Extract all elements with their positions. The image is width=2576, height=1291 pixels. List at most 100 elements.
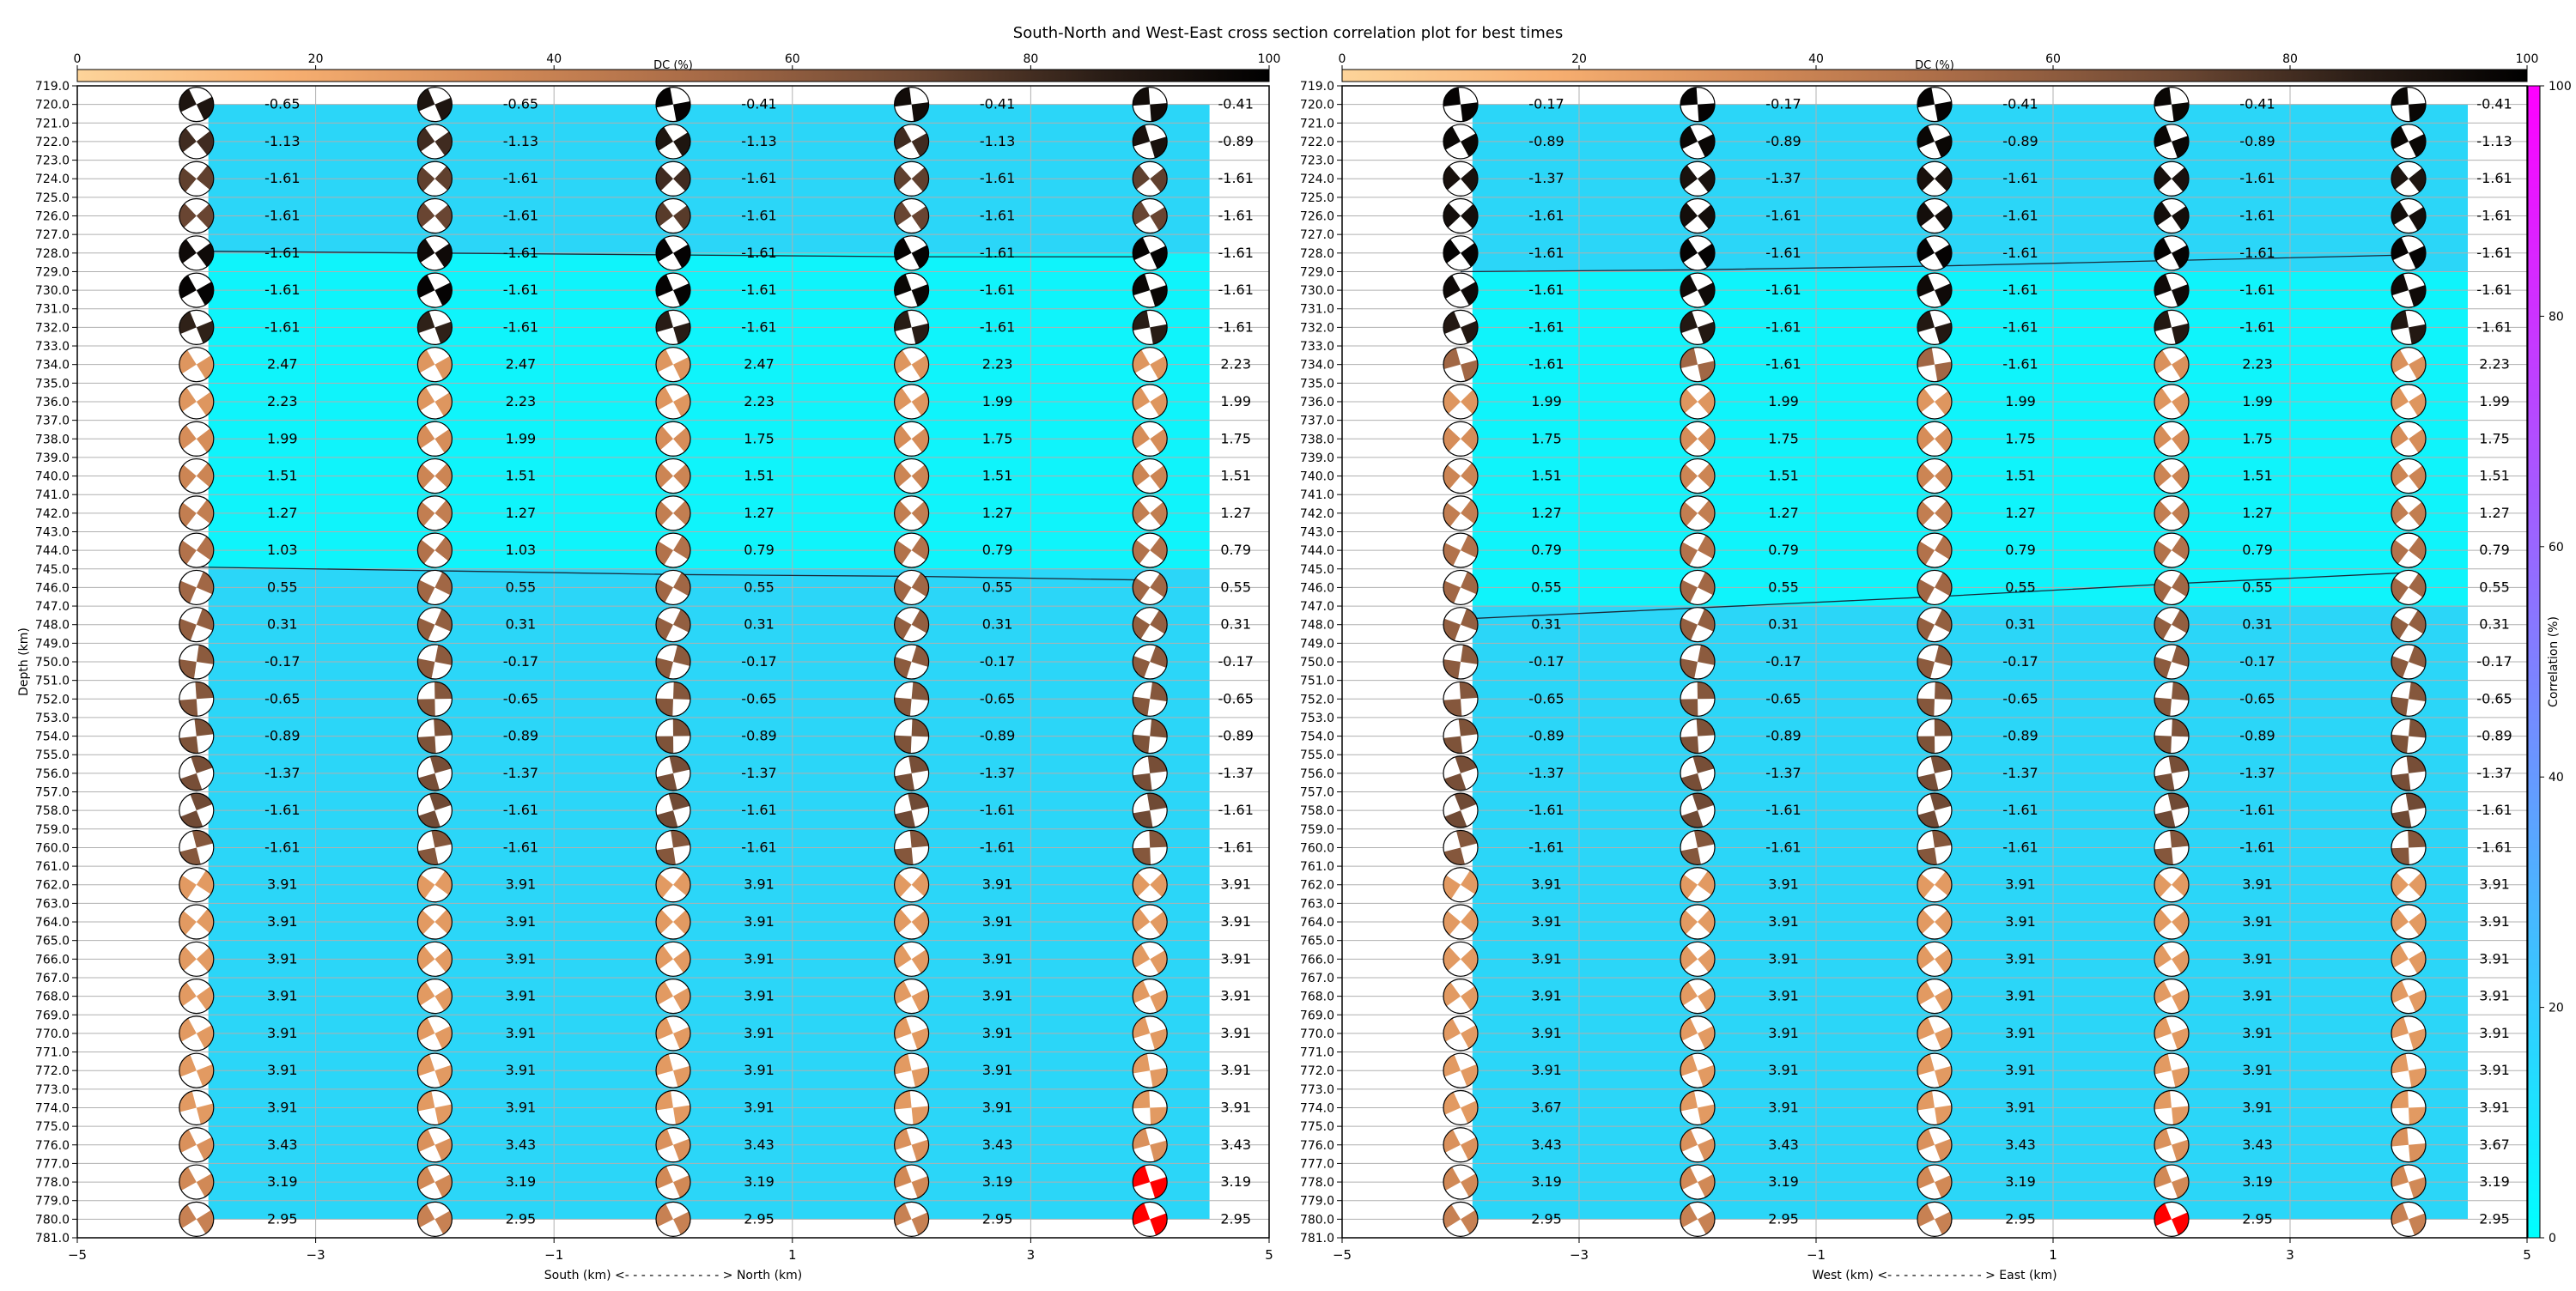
data-label: -0.17 — [1765, 96, 1801, 112]
beachball — [1443, 718, 1479, 755]
y-tick-label: 757.0 — [1300, 786, 1334, 800]
dc-colorbar-tick-label: 0 — [1339, 52, 1346, 66]
data-label: -1.61 — [1528, 839, 1564, 855]
beachball — [1680, 867, 1716, 903]
beachball — [2154, 421, 2190, 457]
data-label: 0.31 — [2242, 616, 2273, 633]
data-label: 2.47 — [506, 356, 537, 373]
beachball — [1443, 495, 1479, 531]
data-label: 1.27 — [1768, 505, 1799, 521]
beachball — [1680, 1201, 1716, 1237]
beachball — [2391, 644, 2427, 680]
data-label: 0.55 — [1768, 579, 1799, 595]
beachball — [2154, 1052, 2190, 1088]
data-label: -1.61 — [2476, 282, 2512, 298]
data-label: -1.37 — [1218, 765, 1253, 781]
beachball — [893, 309, 930, 345]
data-label: -1.61 — [741, 802, 776, 818]
data-label: -0.17 — [2239, 653, 2275, 670]
beachball — [893, 161, 930, 197]
beachball — [1917, 124, 1953, 160]
beachball — [416, 421, 453, 457]
data-label: -1.61 — [2002, 839, 2038, 855]
beachball — [179, 1164, 215, 1200]
beachball — [416, 718, 453, 755]
beachball — [1443, 904, 1479, 940]
beachball — [893, 272, 930, 308]
beachball — [1680, 124, 1716, 160]
data-label: -1.13 — [2476, 133, 2512, 149]
data-label: 0.31 — [1531, 616, 1562, 633]
beachball — [893, 718, 930, 755]
data-label: 3.91 — [744, 913, 775, 930]
beachball — [655, 197, 691, 234]
data-label: -0.89 — [741, 728, 776, 744]
beachball — [1132, 124, 1168, 160]
x-axis-label: South (km) <- - - - - - - - - - - - > No… — [544, 1269, 802, 1282]
beachball — [416, 161, 453, 197]
beachball — [1917, 458, 1953, 494]
beachball — [416, 495, 453, 531]
beachball — [2154, 458, 2190, 494]
data-label: -1.37 — [1528, 170, 1564, 186]
data-label: -0.17 — [503, 653, 538, 670]
data-label: 3.91 — [1531, 876, 1562, 893]
beachball — [416, 569, 453, 606]
data-label: -1.61 — [264, 170, 300, 186]
y-tick-label: 759.0 — [1300, 823, 1334, 837]
beachball — [655, 1201, 691, 1237]
beachball — [416, 681, 453, 717]
y-tick-label: 771.0 — [35, 1046, 70, 1060]
data-label: 3.91 — [1531, 913, 1562, 930]
data-label: -1.37 — [1765, 765, 1801, 781]
data-label: 3.91 — [744, 950, 775, 967]
beachball — [2391, 197, 2427, 234]
data-label: 3.91 — [2242, 913, 2273, 930]
y-tick-label: 755.0 — [1300, 749, 1334, 762]
beachball — [416, 1164, 453, 1200]
beachball — [2391, 124, 2427, 160]
y-tick-label: 778.0 — [1300, 1176, 1334, 1190]
beachball — [179, 1127, 215, 1163]
y-tick-label: 729.0 — [35, 265, 70, 279]
data-label: 3.91 — [982, 1062, 1013, 1078]
y-tick-label: 771.0 — [1300, 1046, 1334, 1060]
y-axis-label: Depth (km) — [17, 627, 31, 696]
data-label: 3.19 — [1531, 1173, 1562, 1190]
data-label: -0.41 — [2476, 96, 2512, 112]
y-tick-label: 762.0 — [1300, 879, 1334, 893]
beachball — [1443, 681, 1479, 717]
data-label: -1.61 — [1218, 839, 1253, 855]
y-tick-label: 734.0 — [1300, 359, 1334, 373]
data-label: 3.91 — [982, 988, 1013, 1004]
beachball — [2391, 235, 2427, 271]
y-tick-label: 748.0 — [35, 619, 70, 633]
data-label: 1.99 — [506, 430, 537, 446]
beachball — [655, 458, 691, 494]
data-label: -1.61 — [264, 282, 300, 298]
data-label: -1.37 — [2239, 765, 2275, 781]
beachball — [1680, 792, 1716, 828]
beachball — [1917, 272, 1953, 308]
beachball — [2391, 1127, 2427, 1163]
correlation-colorbar-tick-label: 80 — [2549, 310, 2564, 324]
beachball — [1443, 755, 1479, 791]
data-label: -1.61 — [2002, 208, 2038, 224]
data-label: -1.37 — [2002, 765, 2038, 781]
beachball — [416, 979, 453, 1015]
data-label: -1.61 — [1218, 282, 1253, 298]
data-label: -1.61 — [1218, 208, 1253, 224]
beachball — [1443, 235, 1479, 271]
data-label: -1.61 — [741, 839, 776, 855]
y-tick-label: 719.0 — [35, 80, 70, 94]
data-label: -1.61 — [2002, 170, 2038, 186]
correlation-colorbar-tick-label: 100 — [2549, 80, 2572, 94]
beachball — [179, 569, 215, 606]
beachball — [2391, 569, 2427, 606]
y-tick-label: 741.0 — [1300, 488, 1334, 502]
beachball — [1132, 681, 1168, 717]
data-label: 1.99 — [2242, 393, 2273, 409]
panel-west-east: 719.0 720.0 721.0 722.0 723.0 724.0 725.0 726.0… — [1300, 52, 2538, 1282]
data-label: -0.65 — [1218, 690, 1253, 706]
data-label: -1.61 — [264, 802, 300, 818]
